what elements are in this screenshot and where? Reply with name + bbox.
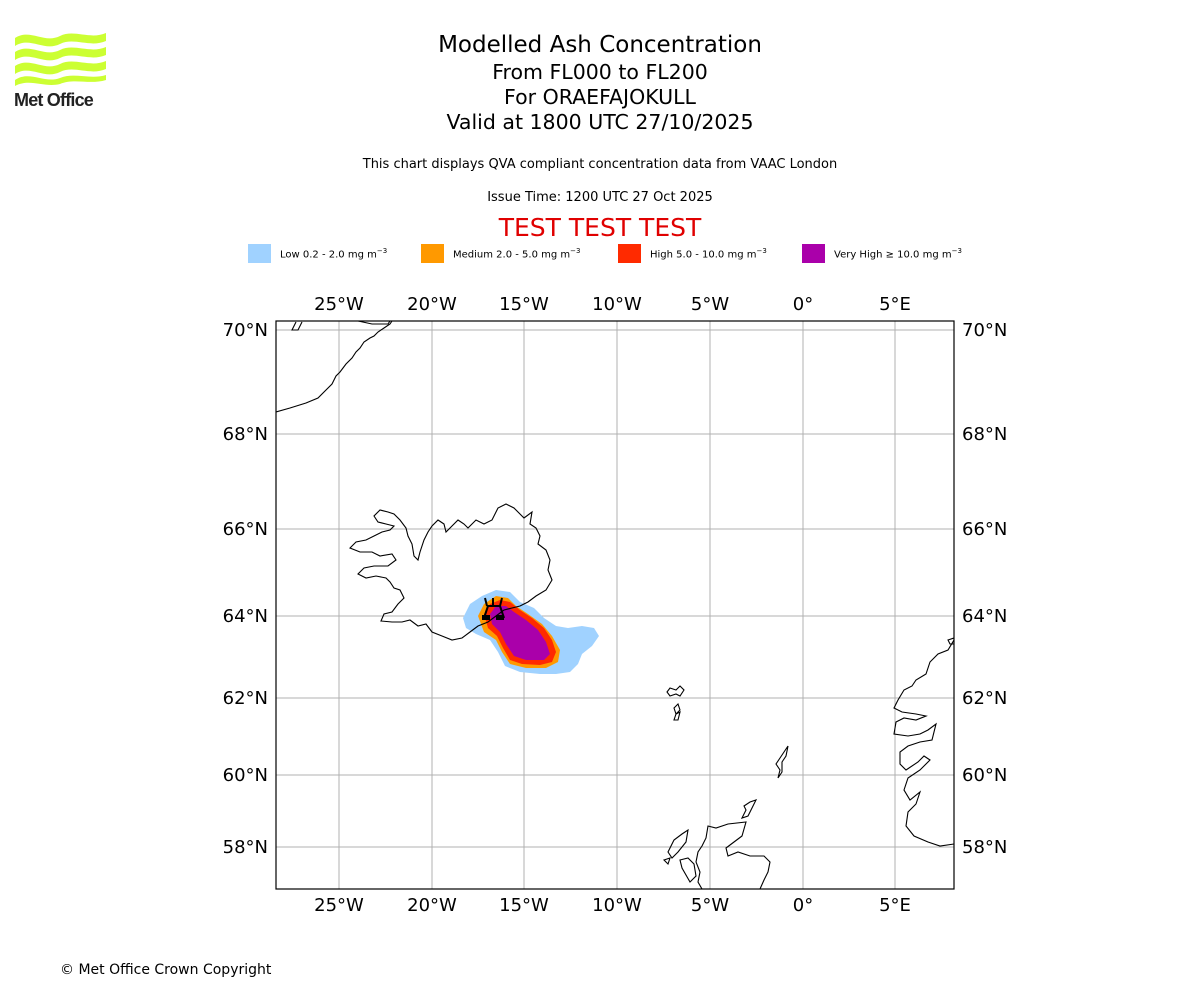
lon-tick-label-bottom: 20°W bbox=[407, 895, 457, 916]
lon-tick-label-bottom: 10°W bbox=[592, 895, 642, 916]
lat-tick-label-right: 70°N bbox=[962, 320, 1007, 341]
coastline-iceland bbox=[349, 503, 553, 641]
coastline-hebrides-2 bbox=[679, 857, 697, 883]
lon-tick-label-top: 20°W bbox=[407, 294, 457, 315]
copyright: © Met Office Crown Copyright bbox=[60, 962, 272, 978]
ash-layer-very-high bbox=[490, 606, 550, 660]
valid-time: Valid at 1800 UTC 27/10/2025 bbox=[446, 110, 754, 134]
map-content bbox=[276, 321, 954, 889]
legend-label-low: Low 0.2 - 2.0 mg m−3 bbox=[280, 246, 388, 261]
coastline-faroe bbox=[666, 685, 685, 697]
volcano-name: For ORAEFAJOKULL bbox=[504, 85, 696, 109]
legend-swatch-high bbox=[618, 244, 641, 263]
lat-tick-label-right: 68°N bbox=[962, 424, 1007, 445]
coastline-faroe-3 bbox=[673, 710, 681, 721]
chart-titles: Modelled Ash Concentration From FL000 to… bbox=[0, 30, 1200, 135]
coastline-greenland bbox=[276, 321, 393, 413]
lat-tick-label-left: 58°N bbox=[223, 837, 268, 858]
coastline-greenland-islet bbox=[291, 321, 303, 331]
lat-tick-label-left: 62°N bbox=[223, 688, 268, 709]
axis-tick-labels: 25°W 25°W 20°W 20°W 15°W 15°W 10°W 10°W 5°W 5°W 0°… bbox=[223, 294, 1008, 916]
legend-item-low: Low 0.2 - 2.0 mg m−3 bbox=[248, 244, 387, 263]
lat-tick-label-right: 66°N bbox=[962, 519, 1007, 540]
met-office-wave-icon bbox=[15, 33, 106, 86]
lon-tick-label-bottom: 25°W bbox=[314, 895, 364, 916]
coastline-hebrides bbox=[667, 828, 689, 859]
lon-tick-label-bottom: 0° bbox=[793, 895, 813, 916]
lat-tick-label-left: 64°N bbox=[223, 606, 268, 627]
volcano-icon bbox=[482, 597, 505, 620]
coastline-shetland bbox=[775, 745, 789, 779]
lat-tick-label-right: 58°N bbox=[962, 837, 1007, 858]
lon-tick-label-top: 5°E bbox=[879, 294, 911, 315]
lon-tick-label-top: 0° bbox=[793, 294, 813, 315]
lat-tick-label-left: 68°N bbox=[223, 424, 268, 445]
lat-tick-label-left: 66°N bbox=[223, 519, 268, 540]
lon-tick-label-top: 15°W bbox=[499, 294, 549, 315]
lat-tick-label-left: 60°N bbox=[223, 765, 268, 786]
legend-item-medium: Medium 2.0 - 5.0 mg m−3 bbox=[421, 244, 580, 263]
met-office-logo: Met Office bbox=[14, 30, 108, 112]
test-banner: TEST TEST TEST bbox=[498, 213, 702, 242]
coastline-scotland bbox=[695, 821, 771, 889]
coastlines bbox=[276, 321, 954, 889]
lon-tick-label-top: 5°W bbox=[691, 294, 729, 315]
legend-item-high: High 5.0 - 10.0 mg m−3 bbox=[618, 244, 767, 263]
flight-level-range: From FL000 to FL200 bbox=[492, 60, 708, 84]
lon-tick-label-bottom: 15°W bbox=[499, 895, 549, 916]
lon-tick-label-bottom: 5°W bbox=[691, 895, 729, 916]
lon-tick-label-top: 10°W bbox=[592, 294, 642, 315]
legend-swatch-medium bbox=[421, 244, 444, 263]
lat-tick-label-left: 70°N bbox=[223, 320, 268, 341]
legend-swatch-very-high bbox=[802, 244, 825, 263]
coastline-orkney bbox=[740, 799, 758, 819]
coastline-norway bbox=[893, 639, 954, 847]
legend-label-medium: Medium 2.0 - 5.0 mg m−3 bbox=[453, 246, 581, 261]
legend-label-high: High 5.0 - 10.0 mg m−3 bbox=[650, 246, 767, 261]
coastline-greenland-north bbox=[357, 321, 391, 325]
coastline-faroe-2 bbox=[673, 702, 681, 716]
lon-tick-label-top: 25°W bbox=[314, 294, 364, 315]
lat-tick-label-right: 64°N bbox=[962, 606, 1007, 627]
legend-item-very-high: Very High ≥ 10.0 mg m−3 bbox=[802, 244, 962, 263]
chart-title: Modelled Ash Concentration bbox=[438, 32, 762, 58]
coastline-norway-islet bbox=[947, 637, 954, 645]
coastline-hebrides-3 bbox=[662, 857, 671, 866]
chart-description: This chart displays QVA compliant concen… bbox=[362, 157, 838, 172]
lat-tick-label-right: 62°N bbox=[962, 688, 1007, 709]
map-frame bbox=[275, 320, 955, 890]
legend-swatch-low bbox=[248, 244, 271, 263]
issue-time: Issue Time: 1200 UTC 27 Oct 2025 bbox=[487, 190, 713, 205]
legend-label-very-high: Very High ≥ 10.0 mg m−3 bbox=[834, 246, 962, 261]
gridlines bbox=[276, 321, 954, 889]
logo-text: Met Office bbox=[14, 90, 94, 110]
lon-tick-label-bottom: 5°E bbox=[879, 895, 911, 916]
lat-tick-label-right: 60°N bbox=[962, 765, 1007, 786]
